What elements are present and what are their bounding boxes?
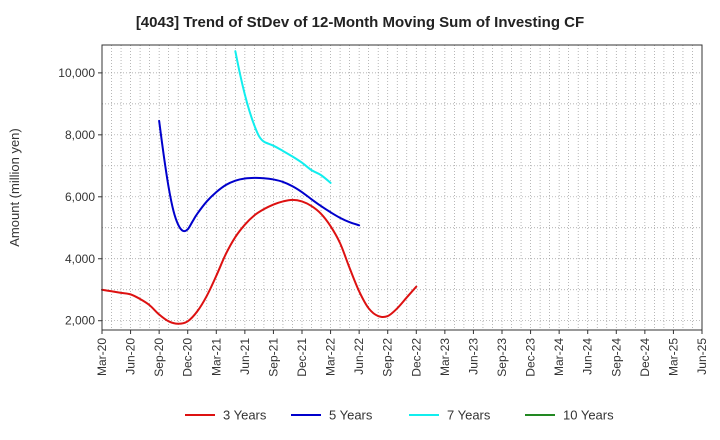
series-line-3-years [101, 198, 418, 325]
x-tick-label: Jun-23 [466, 338, 480, 375]
legend: 3 Years 5 Years 7 Years 10 Years [185, 408, 614, 423]
legend-label-10-years: 10 Years [563, 408, 614, 423]
series-line-7-years [234, 50, 332, 184]
y-tick-label: 8,000 [65, 128, 95, 142]
x-tick-label: Mar-24 [552, 338, 566, 376]
x-tick-label: Jun-25 [695, 338, 709, 375]
series-layer [101, 50, 418, 325]
y-tick-label: 10,000 [58, 66, 95, 80]
x-tick-label: Jun-21 [238, 338, 252, 375]
x-tick-label: Mar-23 [438, 338, 452, 376]
x-tick-label: Sep-22 [381, 338, 395, 377]
x-tick-label: Dec-24 [638, 338, 652, 377]
x-tick-label: Sep-24 [609, 338, 623, 377]
x-tick-label: Sep-23 [495, 338, 509, 377]
x-tick-label: Dec-22 [409, 338, 423, 377]
x-tick-label: Mar-22 [324, 338, 338, 376]
x-tick-label: Dec-21 [295, 338, 309, 377]
chart-title: [4043] Trend of StDev of 12-Month Moving… [136, 14, 584, 31]
x-tick-label: Sep-21 [266, 338, 280, 377]
y-tick-label: 2,000 [65, 314, 95, 328]
x-tick-label: Jun-20 [124, 338, 138, 375]
x-tick-label: Mar-25 [666, 338, 680, 376]
legend-label-7-years: 7 Years [447, 408, 491, 423]
legend-label-3-years: 3 Years [223, 408, 267, 423]
x-tick-label: Dec-20 [181, 338, 195, 377]
x-axis-ticks: Mar-20 Jun-20 Sep-20 Dec-20 Mar-21 Jun-21 Sep-… [95, 330, 709, 377]
x-tick-label: Sep-20 [152, 338, 166, 377]
legend-label-5-years: 5 Years [329, 408, 373, 423]
y-axis-label: Amount (million yen) [7, 128, 22, 247]
x-tick-label: Mar-20 [95, 338, 109, 376]
x-tick-label: Jun-24 [581, 338, 595, 375]
y-tick-label: 4,000 [65, 252, 95, 266]
grid [102, 45, 702, 330]
y-tick-label: 6,000 [65, 190, 95, 204]
x-tick-label: Dec-23 [524, 338, 538, 377]
y-axis-ticks: 2,000 4,000 6,000 8,000 10,000 [58, 66, 102, 328]
series-line-5-years [158, 119, 361, 233]
plot-frame [101, 44, 703, 331]
x-tick-label: Mar-21 [209, 338, 223, 376]
x-tick-label: Jun-22 [352, 338, 366, 375]
